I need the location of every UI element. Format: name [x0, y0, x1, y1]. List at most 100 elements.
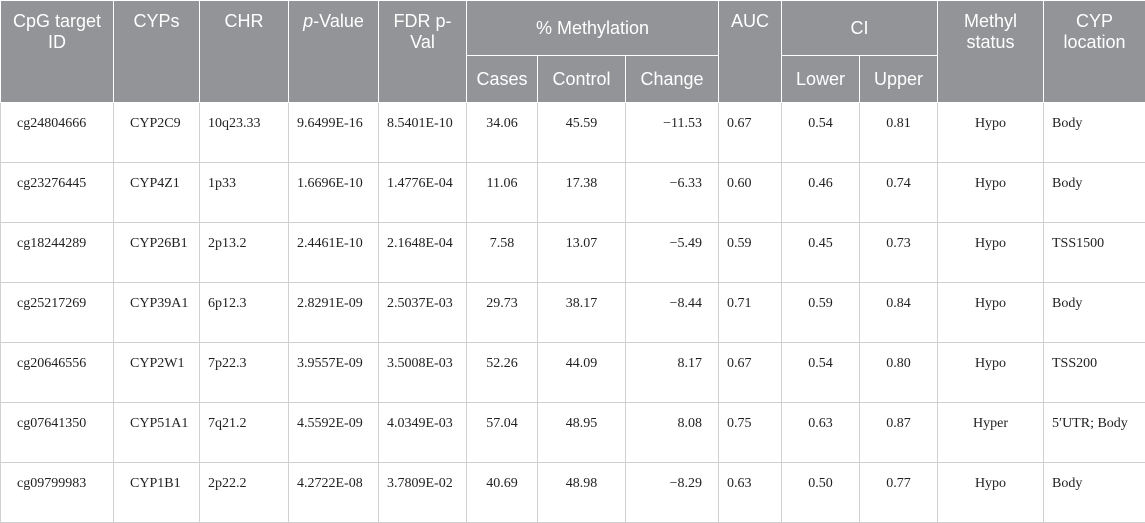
table-cell: −8.29: [626, 463, 719, 523]
table-cell: CYP1B1: [114, 463, 200, 523]
table-cell: 0.54: [782, 103, 860, 163]
table-cell: Body: [1044, 163, 1145, 223]
header-cell: CHR: [200, 1, 289, 103]
table-cell: 2.1648E-04: [379, 223, 467, 283]
table-cell: 4.5592E-09: [289, 403, 379, 463]
header-cell: Upper: [860, 56, 938, 103]
table-cell: cg23276445: [1, 163, 114, 223]
table-cell: 0.59: [719, 223, 782, 283]
table-cell: Hyper: [938, 403, 1044, 463]
table-cell: 0.87: [860, 403, 938, 463]
table-cell: TSS200: [1044, 343, 1145, 403]
table-cell: 2.5037E-03: [379, 283, 467, 343]
header-cell: CpG target ID: [1, 1, 114, 103]
page: {"table": { "header": { "cpg": "CpG targ…: [0, 0, 1145, 510]
table-cell: 4.2722E-08: [289, 463, 379, 523]
table-cell: 52.26: [467, 343, 538, 403]
table-cell: CYP51A1: [114, 403, 200, 463]
header-cell: FDR p-Val: [379, 1, 467, 103]
table-cell: Hypo: [938, 283, 1044, 343]
table-cell: 34.06: [467, 103, 538, 163]
table-cell: 0.74: [860, 163, 938, 223]
table-cell: 0.63: [782, 403, 860, 463]
table-cell: 0.80: [860, 343, 938, 403]
table-cell: 29.73: [467, 283, 538, 343]
table-cell: 2.8291E-09: [289, 283, 379, 343]
table-cell: 10q23.33: [200, 103, 289, 163]
table-cell: CYP4Z1: [114, 163, 200, 223]
table-cell: 4.0349E-03: [379, 403, 467, 463]
header-cell: CYP location: [1044, 1, 1145, 103]
table-cell: CYP39A1: [114, 283, 200, 343]
table-cell: Body: [1044, 283, 1145, 343]
table-cell: 1p33: [200, 163, 289, 223]
header-cell: Cases: [467, 56, 538, 103]
table-cell: 0.71: [719, 283, 782, 343]
table-cell: CYP2W1: [114, 343, 200, 403]
table-cell: cg07641350: [1, 403, 114, 463]
table-cell: 7p22.3: [200, 343, 289, 403]
table-cell: −5.49: [626, 223, 719, 283]
header-cell: % Methylation: [467, 1, 719, 56]
table-cell: 2.4461E-10: [289, 223, 379, 283]
table-cell: 0.46: [782, 163, 860, 223]
table-cell: 0.50: [782, 463, 860, 523]
table-cell: Hypo: [938, 223, 1044, 283]
header-cell: Lower: [782, 56, 860, 103]
table-cell: 0.84: [860, 283, 938, 343]
table-cell: 0.73: [860, 223, 938, 283]
table-cell: 3.9557E-09: [289, 343, 379, 403]
table-cell: 0.54: [782, 343, 860, 403]
table-cell: −8.44: [626, 283, 719, 343]
table-cell: 40.69: [467, 463, 538, 523]
table-cell: cg09799983: [1, 463, 114, 523]
table-cell: 2p22.2: [200, 463, 289, 523]
table-cell: 7q21.2: [200, 403, 289, 463]
table-cell: 38.17: [538, 283, 626, 343]
header-cell: Methyl status: [938, 1, 1044, 103]
header-cell: CYPs: [114, 1, 200, 103]
table-cell: 57.04: [467, 403, 538, 463]
table-cell: cg25217269: [1, 283, 114, 343]
table-cell: 8.17: [626, 343, 719, 403]
table-cell: 7.58: [467, 223, 538, 283]
table-cell: Body: [1044, 463, 1145, 523]
table-cell: cg20646556: [1, 343, 114, 403]
table-cell: 48.98: [538, 463, 626, 523]
table-cell: 0.63: [719, 463, 782, 523]
table-cell: 0.59: [782, 283, 860, 343]
table-cell: 13.07: [538, 223, 626, 283]
header-cell: Control: [538, 56, 626, 103]
table-cell: 0.81: [860, 103, 938, 163]
table-cell: 2p13.2: [200, 223, 289, 283]
table-cell: Hypo: [938, 463, 1044, 523]
table-cell: cg18244289: [1, 223, 114, 283]
table-cell: 48.95: [538, 403, 626, 463]
table-cell: CYP2C9: [114, 103, 200, 163]
table-cell: 6p12.3: [200, 283, 289, 343]
table-cell: 1.4776E-04: [379, 163, 467, 223]
table-cell: 0.67: [719, 103, 782, 163]
table-cell: 8.08: [626, 403, 719, 463]
table-cell: TSS1500: [1044, 223, 1145, 283]
table-cell: 0.75: [719, 403, 782, 463]
table-cell: 45.59: [538, 103, 626, 163]
table-cell: −11.53: [626, 103, 719, 163]
table-cell: 1.6696E-10: [289, 163, 379, 223]
header-italic: p: [303, 11, 313, 31]
table-cell: 11.06: [467, 163, 538, 223]
table-cell: 44.09: [538, 343, 626, 403]
table-cell: 0.60: [719, 163, 782, 223]
table-cell: 17.38: [538, 163, 626, 223]
table-cell: Hypo: [938, 163, 1044, 223]
header-text: -Value: [313, 11, 364, 31]
table-cell: 3.7809E-02: [379, 463, 467, 523]
